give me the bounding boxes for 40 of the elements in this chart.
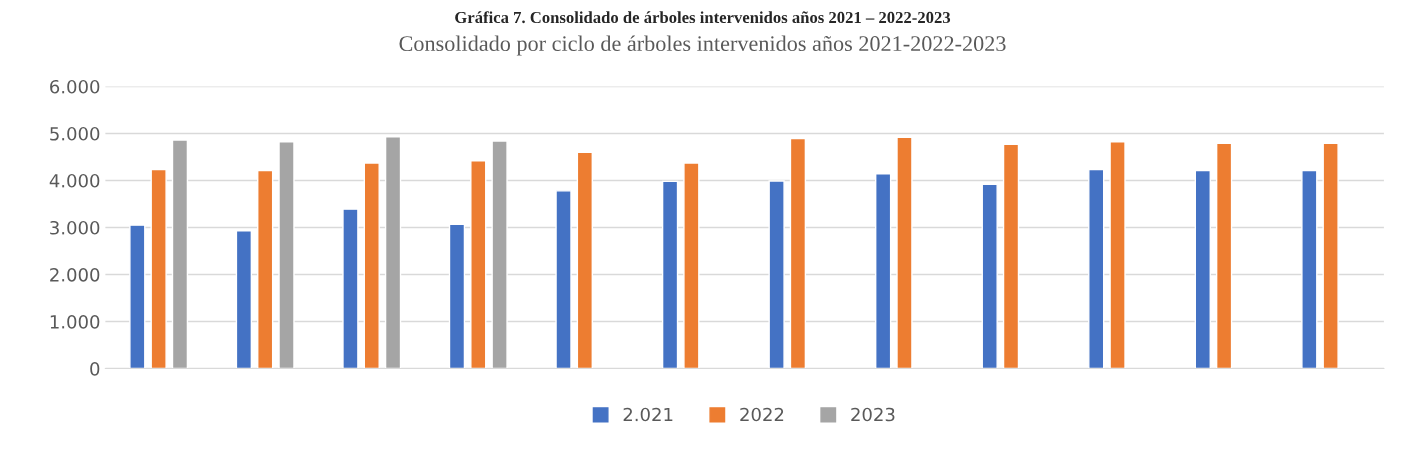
bar — [257, 169, 274, 369]
y-tick-label: 0 — [90, 362, 100, 376]
bar — [1322, 142, 1339, 369]
bar — [129, 224, 146, 369]
bar — [981, 183, 998, 369]
bar — [789, 137, 807, 369]
bar — [1301, 169, 1318, 369]
bar — [171, 139, 189, 369]
bar — [555, 190, 572, 369]
y-tick-label: 1.000 — [50, 314, 100, 329]
chart-title: Gráfica 7. Consolidado de árboles intervenidos años 2021 – 2022-2023 — [455, 11, 951, 24]
bar — [470, 160, 487, 369]
bar — [278, 141, 295, 369]
bar — [1088, 168, 1105, 369]
y-tick-label: 3.000 — [50, 220, 100, 235]
bar — [875, 173, 892, 369]
y-tick-label: 6.000 — [50, 79, 100, 94]
legend-label: 2023 — [851, 407, 895, 422]
bar — [1002, 143, 1020, 369]
bar — [896, 136, 913, 369]
bar — [683, 162, 700, 369]
chart-subtitle: Consolidado por ciclo de árboles intervenidos años 2021-2022-2023 — [399, 35, 1006, 56]
bar — [661, 180, 679, 369]
y-tick-label: 5.000 — [50, 126, 100, 141]
bar — [1109, 141, 1126, 369]
bar — [1194, 169, 1211, 369]
legend-label: 2022 — [740, 407, 784, 422]
bar — [491, 140, 508, 369]
bar — [1215, 142, 1233, 369]
bar — [384, 136, 402, 369]
bar — [768, 180, 785, 369]
legend-label: 2.021 — [623, 407, 673, 422]
bar — [235, 230, 253, 369]
bar — [576, 151, 593, 369]
bar — [448, 223, 466, 369]
y-tick-label: 2.000 — [50, 267, 100, 282]
bar — [363, 162, 380, 369]
y-tick-label: 4.000 — [49, 173, 100, 188]
bar — [150, 168, 167, 369]
bar — [342, 208, 359, 369]
